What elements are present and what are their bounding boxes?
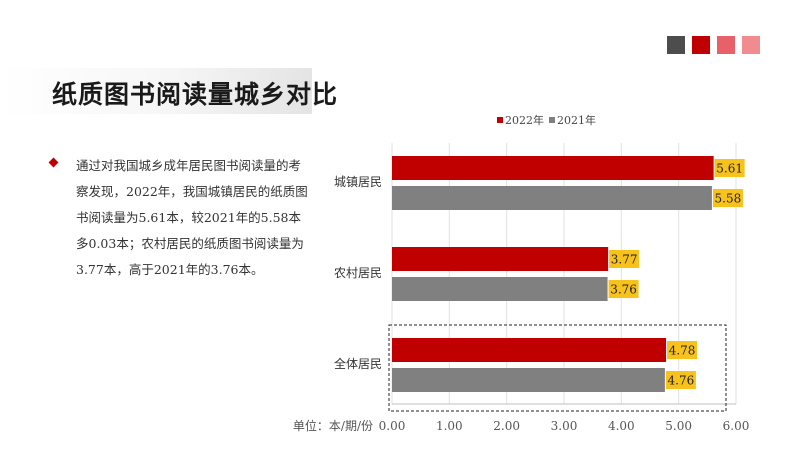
value-label: 4.78 <box>669 344 696 358</box>
bar <box>392 368 665 392</box>
value-label-box <box>714 159 745 177</box>
swatch-red <box>692 36 710 54</box>
legend-swatch <box>497 117 503 123</box>
legend-swatch <box>549 117 555 123</box>
swatch-light-red <box>717 36 735 54</box>
legend-label: 2022年 <box>505 113 544 127</box>
title-background <box>0 68 312 114</box>
value-label: 5.58 <box>715 192 742 206</box>
value-label: 4.76 <box>668 374 695 388</box>
bar <box>392 156 714 180</box>
x-tick-label: 1.00 <box>436 419 463 433</box>
swatch-pink <box>742 36 760 54</box>
unit-label: 单位：本/期/份 <box>293 418 373 433</box>
page-title: 纸质图书阅读量城乡对比 <box>52 80 339 109</box>
value-label-box <box>609 250 640 268</box>
summary-block: 通过对我国城乡成年居民图书阅读量的考察发现，2022年，我国城镇居民的纸质图书阅… <box>48 153 312 283</box>
x-tick-label: 3.00 <box>551 419 578 433</box>
x-tick-label: 4.00 <box>608 419 635 433</box>
value-label: 3.77 <box>611 253 638 267</box>
swatch-dark-gray <box>667 36 685 54</box>
bar <box>392 186 712 210</box>
x-tick-label: 0.00 <box>379 419 406 433</box>
x-tick-label: 6.00 <box>723 419 750 433</box>
value-label-box <box>712 189 743 207</box>
highlight-box <box>388 324 727 412</box>
category-label: 农村居民 <box>334 266 382 280</box>
x-tick-label: 5.00 <box>665 419 692 433</box>
legend-label: 2021年 <box>557 113 596 127</box>
bar <box>392 338 667 362</box>
bar <box>392 277 608 301</box>
summary-text: 通过对我国城乡成年居民图书阅读量的考察发现，2022年，我国城镇居民的纸质图书阅… <box>76 158 308 277</box>
value-label: 3.76 <box>610 283 637 297</box>
category-label: 城镇居民 <box>334 175 382 189</box>
value-label: 5.61 <box>716 162 743 176</box>
bar <box>392 247 609 271</box>
x-tick-label: 2.00 <box>493 419 520 433</box>
value-label-box <box>667 341 698 359</box>
value-label-box <box>665 371 696 389</box>
value-label-box <box>608 280 639 298</box>
color-swatches <box>667 36 760 54</box>
category-label: 全体居民 <box>334 356 382 371</box>
